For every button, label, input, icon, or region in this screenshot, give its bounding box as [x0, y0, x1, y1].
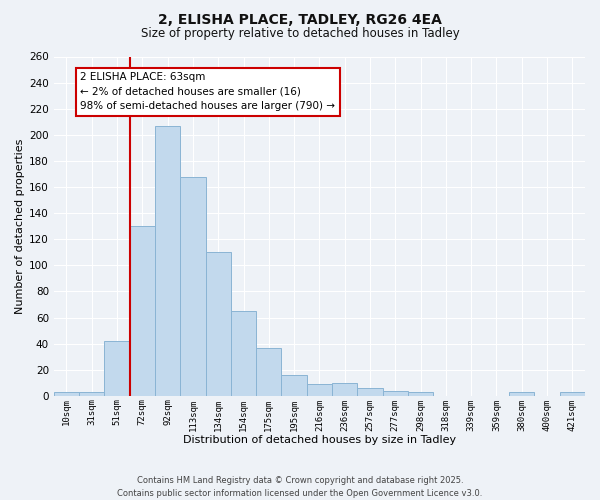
Bar — [155, 126, 180, 396]
Text: Contains HM Land Registry data © Crown copyright and database right 2025.
Contai: Contains HM Land Registry data © Crown c… — [118, 476, 482, 498]
Text: 2 ELISHA PLACE: 63sqm
← 2% of detached houses are smaller (16)
98% of semi-detac: 2 ELISHA PLACE: 63sqm ← 2% of detached h… — [80, 72, 335, 112]
Bar — [332, 383, 358, 396]
Bar — [231, 311, 256, 396]
Bar — [79, 392, 104, 396]
Bar — [256, 348, 281, 396]
Text: Size of property relative to detached houses in Tadley: Size of property relative to detached ho… — [140, 28, 460, 40]
Bar — [307, 384, 332, 396]
Bar — [560, 392, 585, 396]
Bar — [408, 392, 433, 396]
Bar — [358, 388, 383, 396]
Bar — [180, 176, 206, 396]
X-axis label: Distribution of detached houses by size in Tadley: Distribution of detached houses by size … — [183, 435, 456, 445]
Bar — [281, 375, 307, 396]
Bar — [104, 341, 130, 396]
Bar — [383, 390, 408, 396]
Y-axis label: Number of detached properties: Number of detached properties — [15, 138, 25, 314]
Bar — [54, 392, 79, 396]
Bar — [509, 392, 535, 396]
Bar — [206, 252, 231, 396]
Text: 2, ELISHA PLACE, TADLEY, RG26 4EA: 2, ELISHA PLACE, TADLEY, RG26 4EA — [158, 12, 442, 26]
Bar — [130, 226, 155, 396]
